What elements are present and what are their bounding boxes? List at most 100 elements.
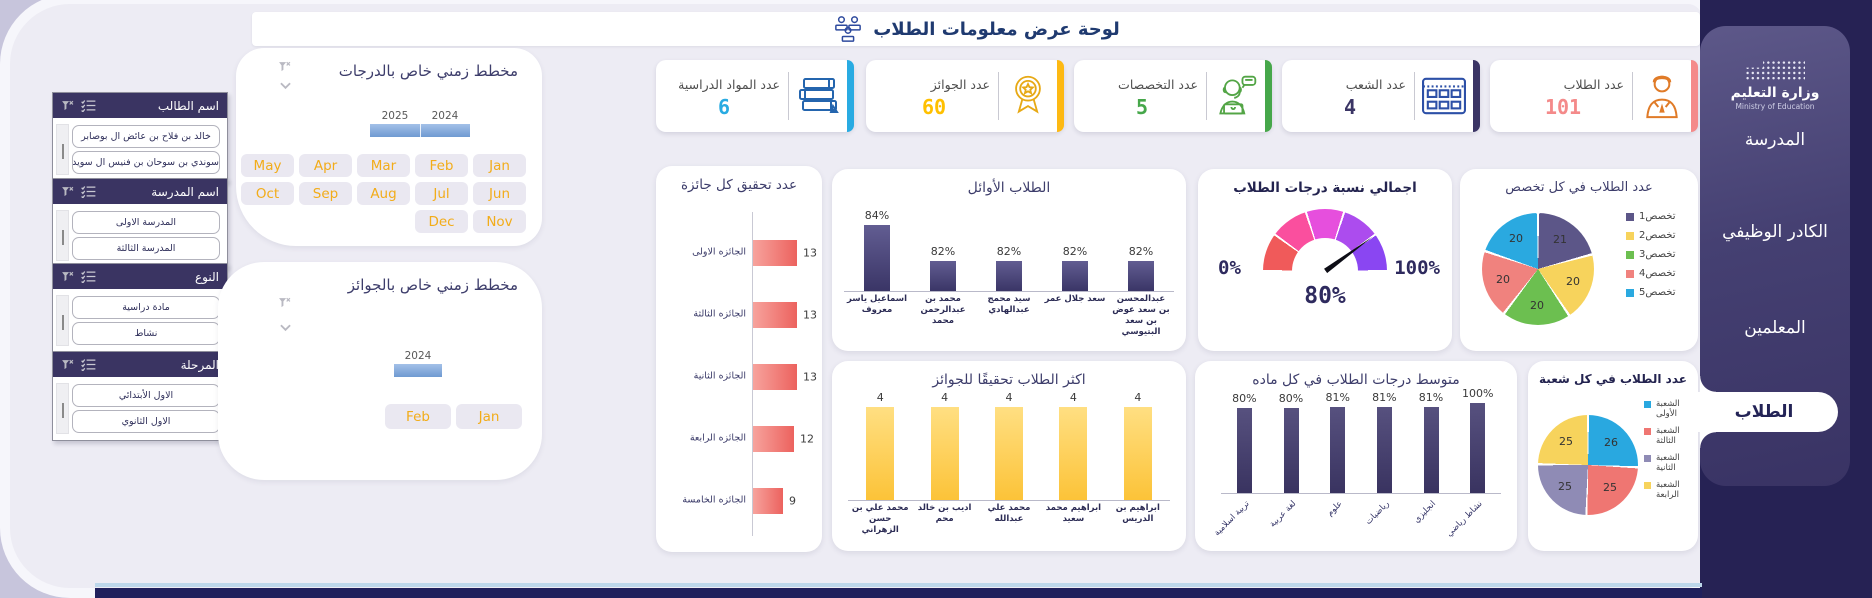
column-value-label: 80% [1232,392,1257,405]
clear-filter-icon[interactable] [61,358,74,371]
multi-select-icon[interactable] [81,185,96,198]
legend-item[interactable]: تخصص5 [1626,287,1688,298]
sidebar-item[interactable]: المعلمين [1744,318,1806,338]
slicer-scroll-thumb[interactable] [61,229,64,245]
slicer-item[interactable]: نشاط [72,322,220,345]
multi-select-icon[interactable] [81,99,96,112]
legend-item[interactable]: الشعبة الرابعة [1644,480,1694,500]
month-button-jul[interactable]: Jul [415,182,468,205]
legend-item[interactable]: تخصص2 [1626,230,1688,241]
students-per-major-pie[interactable] [1482,213,1594,325]
avg-grades-plot: 80% 80% 81% 81% 81% 100% [1221,387,1501,494]
legend-item[interactable]: تخصص4 [1626,268,1688,279]
award-bar[interactable] [753,364,797,390]
award-bar[interactable] [753,302,797,328]
column-bar[interactable] [866,407,895,500]
multi-select-icon[interactable] [81,270,96,283]
column-value-label: 4 [1005,391,1013,404]
column-bar[interactable] [1062,261,1088,291]
slicer-scrollbar[interactable] [56,383,69,434]
month-button-mar[interactable]: Mar [357,154,410,177]
month-button-jun[interactable]: Jun [473,182,526,205]
slicer-body: مادة دراسية نشاط [53,289,227,352]
month-button-jan[interactable]: Jan [456,404,522,429]
sidebar-item[interactable]: المدرسة [1744,130,1806,150]
timeline-year-bar[interactable] [394,364,442,377]
student-name-label: محمد بن عبدالرحمن محمد [920,294,966,327]
student-name-label: ابراهيم بن الدريس [1115,503,1160,525]
slicer-item[interactable]: خالد بن فلاح بن عائض ال بوصابر [72,125,220,148]
subject-label: لغة عربية [1267,499,1299,530]
timeline-clear-filter-icon[interactable] [278,296,291,309]
slicer-scrollbar[interactable] [56,124,69,175]
clear-filter-icon[interactable] [61,185,74,198]
multi-select-icon[interactable] [81,358,96,371]
slicer-item[interactable]: الاول الأبتدائي [72,384,220,407]
legend-item[interactable]: الشعبة الثالثة [1644,426,1694,446]
slicer-item[interactable]: مادة دراسية [72,296,220,319]
column-bar[interactable] [1423,407,1439,493]
clear-filter-icon[interactable] [61,99,74,112]
month-button-aug[interactable]: Aug [357,182,410,205]
month-button-dec[interactable]: Dec [415,210,468,233]
slicer-item[interactable]: المدرسة الاولى [72,211,220,234]
month-button-feb[interactable]: Feb [385,404,451,429]
slicer-body: خالد بن فلاح بن عائض ال بوصابر سوندي بن س… [53,118,227,181]
slicer-scroll-thumb[interactable] [61,402,64,418]
column-bar[interactable] [1330,407,1346,493]
timeline-clear-filter-icon[interactable] [278,60,291,73]
legend-item[interactable]: الشعبة الثانية [1644,453,1694,473]
slicer-scroll-thumb[interactable] [61,314,64,330]
slicer-item[interactable]: المدرسة الثالثة [72,237,220,260]
column-bar[interactable] [1059,407,1088,500]
timeline-chevron-down-icon[interactable] [280,324,291,332]
slicer-item[interactable]: الاول الثانوي [72,410,220,433]
dashboard-canvas: لوحة عرض معلومات الطلاب اسم الطالب خالد ب… [10,4,1702,588]
award-bar[interactable] [753,426,794,452]
award-bar[interactable] [753,240,797,266]
month-button-apr[interactable]: Apr [299,154,352,177]
column-bar[interactable] [930,407,959,500]
kpi-divider [788,72,789,120]
column-bar[interactable] [1470,403,1486,493]
slicer-scrollbar[interactable] [56,210,69,261]
month-button-nov[interactable]: Nov [473,210,526,233]
timeline-year-segment[interactable] [370,124,421,137]
slicer-scrollbar[interactable] [56,295,69,346]
timeline-year-segment[interactable] [394,364,442,377]
column-bar[interactable] [864,225,890,291]
legend-item[interactable]: الشعبة الأولى [1644,399,1694,419]
month-button-oct[interactable]: Oct [241,182,294,205]
avg-grade-title: متوسط درجات الطلاب في كل ماده [1252,372,1460,388]
slicer-header: اسم الطالب [53,93,227,118]
column-bar[interactable] [1236,408,1252,493]
grades-timeline-panel: مخطط زمني خاص بالدرجات 2025 2024 Jan Feb Mar… [236,48,542,246]
top-students-chart: الطلاب الأوائل 84% 82% 82% 82% 82% اسماعيل يا… [832,169,1186,351]
column-bar[interactable] [995,407,1024,500]
legend-swatch [1644,428,1651,435]
legend-item[interactable]: تخصص1 [1626,211,1688,222]
column-bar[interactable] [930,261,956,291]
month-button-jan[interactable]: Jan [473,154,526,177]
column-bar[interactable] [1128,261,1154,291]
month-button-may[interactable]: May [241,154,294,177]
slicer-scroll-thumb[interactable] [61,143,64,159]
column-bar[interactable] [996,261,1022,291]
sidebar-item[interactable]: الكادر الوظيفي [1722,222,1828,242]
clear-filter-icon[interactable] [61,270,74,283]
timeline-chevron-down-icon[interactable] [280,82,291,90]
timeline-year-segment[interactable] [421,124,471,137]
month-button-sep[interactable]: Sep [299,182,352,205]
award-medal-icon [999,73,1057,119]
award-bar[interactable] [753,488,783,514]
month-button-feb[interactable]: Feb [415,154,468,177]
column-bar[interactable] [1283,408,1299,493]
sidebar-item-students-active[interactable]: الطلاب [1690,376,1838,448]
column-bar[interactable] [1123,407,1152,500]
students-per-section-pie[interactable] [1538,415,1638,515]
timeline-year-bar[interactable] [370,124,470,137]
kpi-label: عدد المواد الدراسية [678,76,780,92]
slicer-item[interactable]: سوندي بن سوحان بن فنيس ال سويدان [72,151,220,174]
column-bar[interactable] [1376,407,1392,493]
legend-item[interactable]: تخصص3 [1626,249,1688,260]
